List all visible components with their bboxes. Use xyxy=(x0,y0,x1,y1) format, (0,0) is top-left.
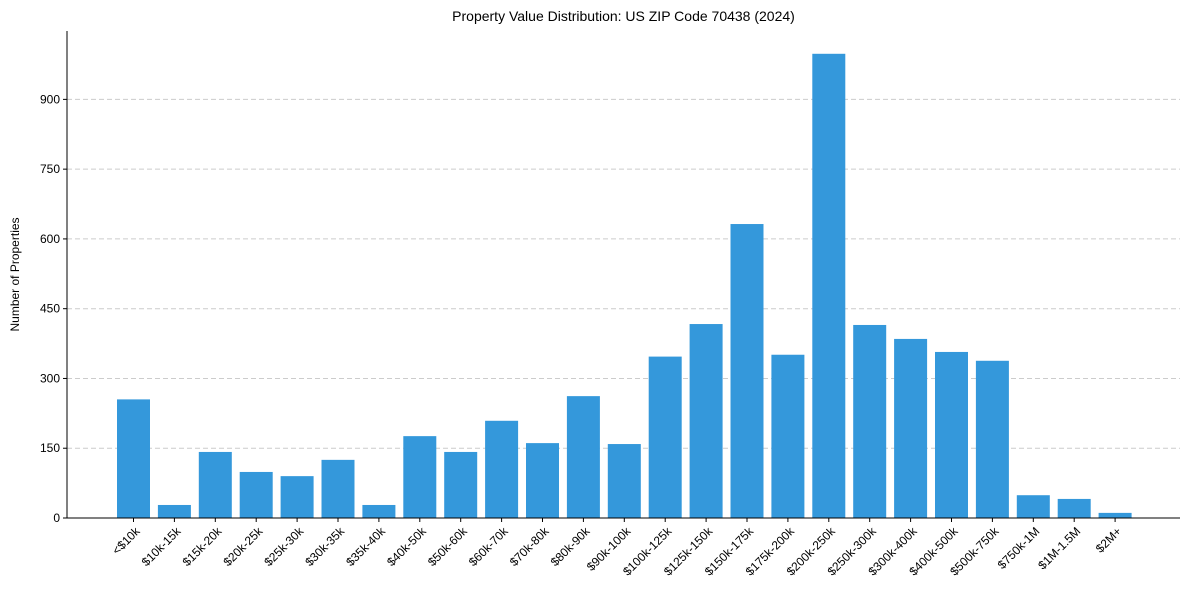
chart-title: Property Value Distribution: US ZIP Code… xyxy=(452,8,795,24)
bar xyxy=(1098,512,1132,518)
y-tick-label: 150 xyxy=(40,441,60,455)
x-tick-label: $30k-35k xyxy=(302,524,348,570)
bar xyxy=(853,324,887,518)
bar xyxy=(894,338,928,518)
gridlines xyxy=(67,98,1180,449)
y-tick-label: 900 xyxy=(40,92,60,106)
bar xyxy=(444,451,478,518)
bar xyxy=(157,504,191,518)
bar xyxy=(239,471,273,518)
x-tick-label: $750k-1M xyxy=(995,524,1043,572)
x-tick-label: $35k-40k xyxy=(343,524,389,570)
bars xyxy=(117,53,1132,519)
x-tick-label: $2M+ xyxy=(1093,524,1124,555)
bar xyxy=(1016,495,1050,518)
x-tick-label: $60k-70k xyxy=(466,524,512,570)
bar xyxy=(321,459,355,518)
bar xyxy=(403,436,437,518)
bar xyxy=(280,476,314,518)
x-tick-label: $70k-80k xyxy=(507,524,553,570)
bar xyxy=(362,504,396,518)
bar xyxy=(730,224,764,518)
axes xyxy=(66,31,1180,519)
bar xyxy=(526,443,559,518)
bar xyxy=(607,444,641,518)
x-tick-label: $25k-30k xyxy=(261,524,307,570)
x-tick-label: $20k-25k xyxy=(221,524,267,570)
x-tick-label: $10k-15k xyxy=(139,524,185,570)
x-tick-label: $50k-60k xyxy=(425,524,471,570)
bar xyxy=(566,396,600,518)
bar xyxy=(117,399,150,518)
x-tick-label: <$10k xyxy=(109,524,143,558)
bar xyxy=(975,360,1009,518)
bar xyxy=(935,351,968,518)
bar xyxy=(771,354,805,518)
x-tick-label: $1M-1.5M xyxy=(1035,524,1083,572)
bar xyxy=(812,53,846,519)
y-axis-label: Number of Properties xyxy=(8,217,22,331)
y-tick-label: 750 xyxy=(40,162,60,176)
y-tick-label: 450 xyxy=(40,302,60,316)
bar xyxy=(198,451,232,518)
y-tick-label: 0 xyxy=(53,511,60,525)
y-tick-label: 300 xyxy=(40,371,60,385)
x-tick-label: $40k-50k xyxy=(384,524,430,570)
bar xyxy=(648,356,682,518)
bar xyxy=(485,420,519,518)
x-ticks: <$10k$10k-15k$15k-20k$20k-25k$25k-30k$30… xyxy=(109,518,1124,578)
y-ticks: 0 150 300 450 600 750 900 xyxy=(40,92,67,525)
y-tick-label: 600 xyxy=(40,232,60,246)
x-tick-label: $15k-20k xyxy=(180,524,226,570)
bar xyxy=(689,324,723,518)
bar xyxy=(1057,498,1091,518)
